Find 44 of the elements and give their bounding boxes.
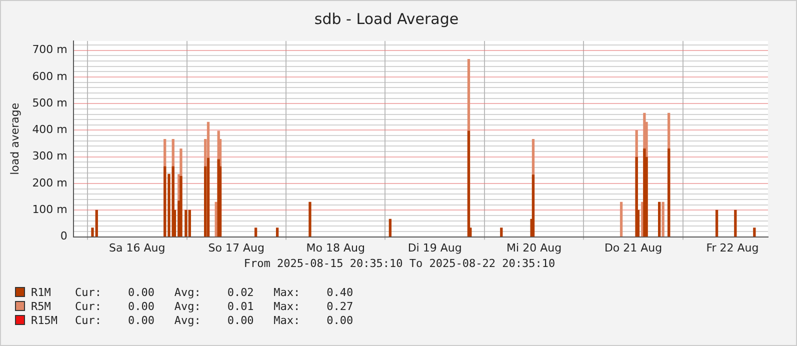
x-tick-label: Fr 22 Aug bbox=[706, 241, 759, 254]
x-tick-label: Mi 20 Aug bbox=[506, 241, 562, 254]
text: Cur: 0.00 Avg: 0.01 Max: 0.27 bbox=[75, 300, 354, 312]
bar bbox=[95, 210, 98, 237]
x-tick-label: Sa 16 Aug bbox=[109, 241, 166, 254]
y-tick-label: 100 m bbox=[32, 203, 68, 216]
text: Cur: 0.00 Avg: 0.02 Max: 0.40 bbox=[75, 286, 354, 298]
bar bbox=[668, 148, 670, 237]
bar bbox=[308, 202, 312, 237]
bar bbox=[715, 210, 718, 237]
x-tick-label: Do 21 Aug bbox=[604, 241, 662, 254]
bar bbox=[388, 218, 392, 237]
text: From 2025-08-15 20:35:10 To 2025-08-22 20:35:10 bbox=[242, 257, 556, 270]
bar bbox=[734, 210, 737, 237]
bar bbox=[500, 228, 503, 237]
x-tick-label: So 17 Aug bbox=[208, 241, 264, 254]
y-tick-label: 700 m bbox=[32, 43, 68, 56]
bar bbox=[467, 130, 470, 237]
bar bbox=[276, 228, 279, 237]
legend-label: R5M bbox=[31, 300, 52, 312]
y-axis-title: load average bbox=[8, 102, 22, 175]
bar bbox=[206, 158, 210, 237]
y-tick-label: 200 m bbox=[32, 176, 68, 190]
legend-label: R15M bbox=[31, 314, 58, 326]
bar bbox=[753, 228, 756, 237]
chart-title: sdb - Load Average bbox=[314, 10, 459, 28]
bar bbox=[254, 228, 258, 237]
bar bbox=[662, 202, 664, 237]
bar bbox=[532, 174, 535, 237]
bar bbox=[188, 210, 191, 237]
text: Cur: 0.00 Avg: 0.00 Max: 0.00 bbox=[75, 314, 354, 326]
bar bbox=[164, 166, 166, 237]
y-tick-label: 300 m bbox=[32, 150, 68, 163]
y-tick-label: 400 m bbox=[32, 123, 68, 136]
legend-label: R1M bbox=[31, 286, 52, 298]
bar bbox=[184, 210, 188, 237]
y-tick-label: 0 bbox=[60, 230, 68, 243]
bar bbox=[620, 202, 623, 237]
x-tick-label: Mo 18 Aug bbox=[306, 241, 365, 254]
bar bbox=[214, 202, 218, 237]
y-tick-label: 500 m bbox=[32, 96, 68, 110]
bar bbox=[658, 202, 661, 237]
x-tick-label: Di 19 Aug bbox=[408, 241, 462, 254]
y-tick-label: 600 m bbox=[32, 70, 68, 83]
